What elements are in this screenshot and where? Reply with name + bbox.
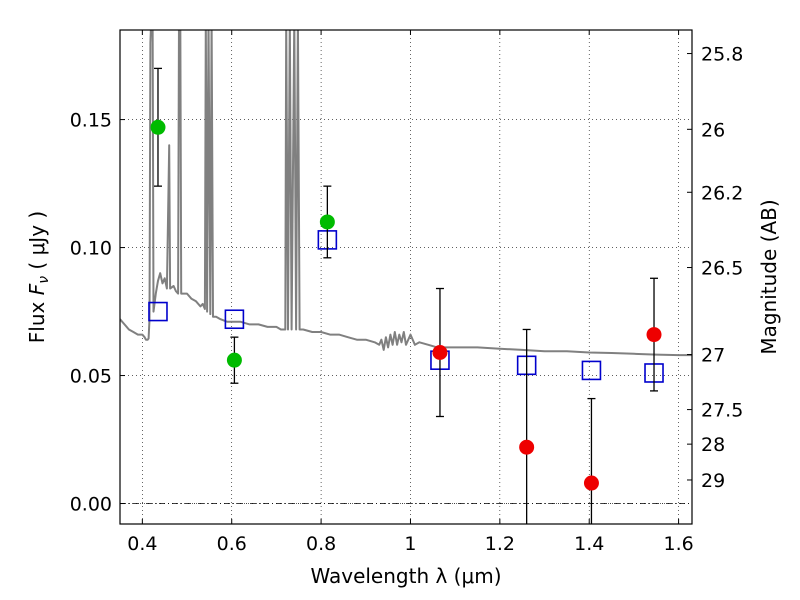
y-tick-label: 0.15 bbox=[70, 110, 112, 132]
y-tick-label: 0.10 bbox=[70, 238, 112, 260]
y-axis-label-prefix: Flux bbox=[25, 295, 49, 343]
x-tick-label: 0.4 bbox=[127, 533, 157, 555]
y2-axis-label: Magnitude (AB) bbox=[757, 199, 781, 354]
y-tick-label: 0.05 bbox=[70, 366, 112, 388]
y2-tick-label: 25.8 bbox=[701, 44, 743, 66]
y2-tick-label: 28 bbox=[701, 434, 725, 456]
plot-content bbox=[120, 30, 692, 524]
y2-tick-label: 26.2 bbox=[701, 182, 743, 204]
green-data-point bbox=[150, 119, 166, 135]
green-data-point bbox=[226, 352, 242, 368]
x-tick-label: 1 bbox=[404, 533, 416, 555]
plot-background bbox=[120, 30, 692, 524]
red-data-point bbox=[583, 475, 599, 491]
y-axis-label-subscript: ν bbox=[36, 276, 52, 284]
model-spectrum-line bbox=[120, 30, 692, 357]
y-axis-label: Flux Fν ( μJy ) bbox=[25, 211, 52, 343]
y-axis-label-suffix: ( μJy ) bbox=[25, 211, 49, 276]
red-data-point bbox=[646, 327, 662, 343]
ticks: 0.4 0.6 0.8 1 1.2 1.4 1.6 0.00 0.05 0.10 0.15 25.8 2… bbox=[70, 30, 743, 555]
model-box bbox=[148, 301, 168, 322]
x-axis-label: Wavelength λ (μm) bbox=[310, 564, 501, 588]
y2-tick-label: 26.5 bbox=[701, 258, 743, 280]
y2-tick-label: 26 bbox=[701, 119, 725, 141]
green-data-point bbox=[319, 214, 335, 230]
model-box bbox=[581, 360, 602, 381]
x-tick-label: 1.2 bbox=[485, 533, 515, 555]
y-axis-label-symbol: F bbox=[25, 283, 49, 295]
x-tick-label: 1.6 bbox=[663, 533, 693, 555]
red-data-point bbox=[519, 439, 535, 455]
model-box bbox=[224, 309, 245, 330]
y2-tick-label: 27 bbox=[701, 345, 725, 367]
red-data-point bbox=[432, 345, 448, 361]
y-tick-label: 0.00 bbox=[70, 494, 112, 516]
x-tick-label: 1.4 bbox=[574, 533, 604, 555]
x-tick-label: 0.6 bbox=[217, 533, 247, 555]
grid bbox=[120, 30, 692, 524]
y2-tick-label: 27.5 bbox=[701, 400, 743, 422]
x-tick-label: 0.8 bbox=[306, 533, 336, 555]
y2-tick-label: 29 bbox=[701, 470, 725, 492]
plot-frame bbox=[119, 29, 693, 525]
